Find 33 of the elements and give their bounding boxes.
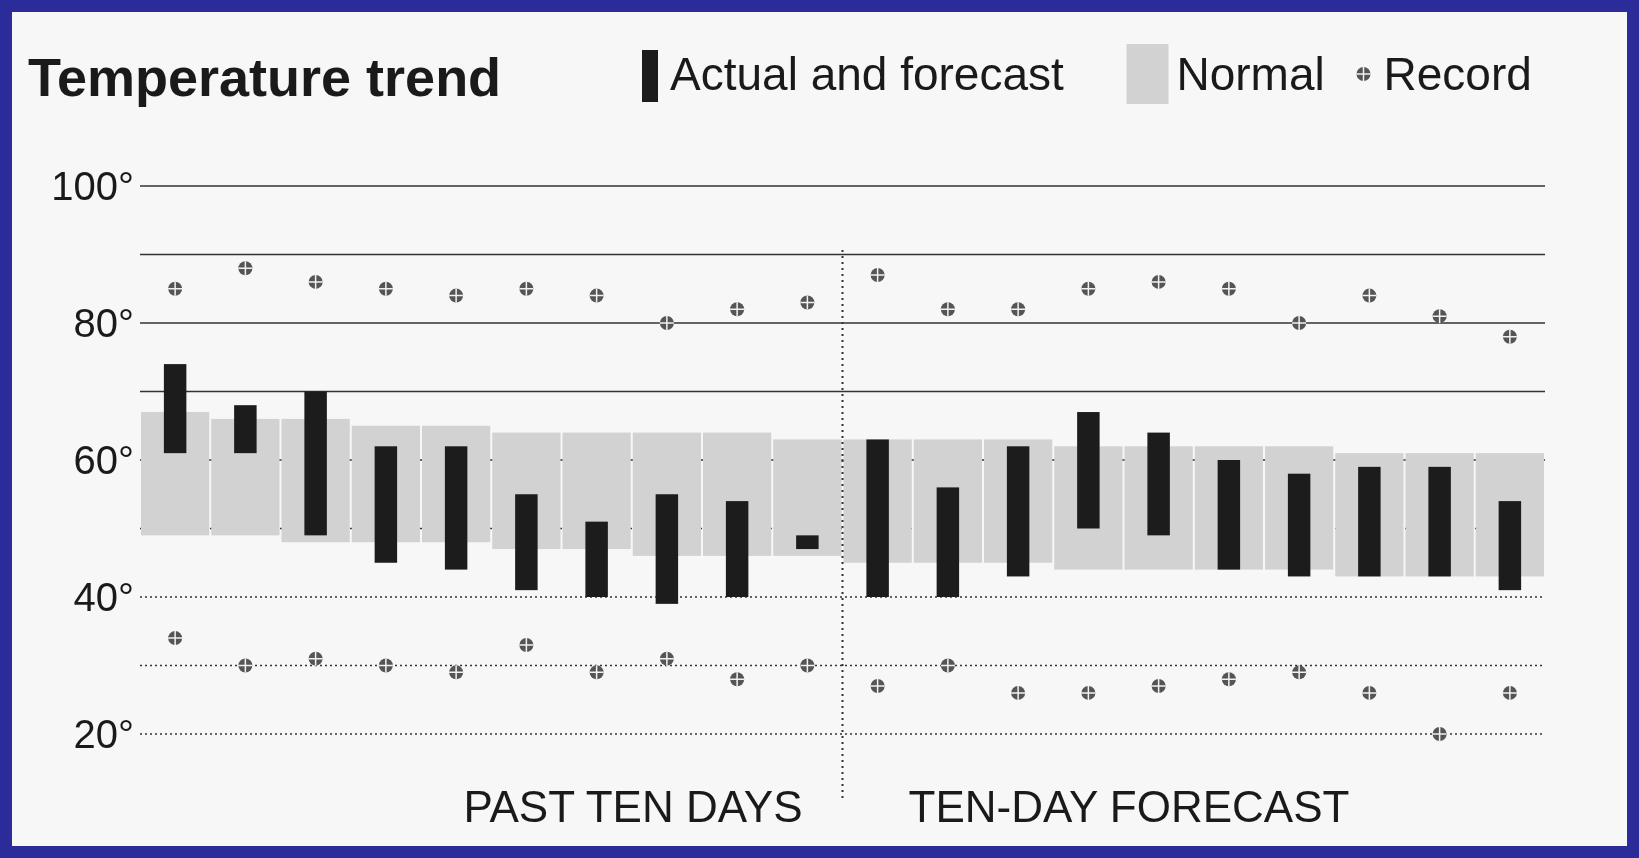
y-tick-label: 20° — [73, 712, 134, 756]
bar — [1428, 466, 1451, 577]
bar — [562, 432, 631, 550]
text: TEN-DAY FORECAST — [908, 782, 1350, 831]
legend-label: Normal — [1176, 48, 1325, 100]
bar — [515, 494, 538, 591]
bar — [936, 487, 960, 597]
bar — [163, 364, 187, 454]
bar — [585, 521, 608, 597]
chart-title: Temperature trend — [28, 47, 502, 107]
bar — [234, 405, 257, 454]
bar — [1287, 473, 1311, 577]
bar — [1006, 446, 1030, 577]
bar — [1147, 432, 1170, 536]
bar — [304, 391, 327, 536]
y-tick-label: 60° — [73, 438, 134, 482]
bar — [866, 439, 889, 597]
legend-label: Record — [1383, 48, 1532, 100]
bar — [444, 446, 468, 570]
legend-label: Actual and forecast — [670, 48, 1064, 100]
bar — [374, 446, 398, 563]
bar — [773, 439, 842, 556]
bar — [1498, 501, 1522, 591]
bar — [1358, 466, 1381, 577]
bar — [655, 494, 679, 604]
text: PAST TEN DAYS — [463, 782, 803, 831]
bar — [1077, 412, 1100, 529]
y-tick-label: 80° — [73, 301, 134, 345]
bar — [1217, 460, 1241, 570]
y-tick-label: 100° — [51, 164, 134, 208]
bar — [796, 535, 819, 550]
y-tick-label: 40° — [73, 575, 134, 619]
bar — [725, 501, 749, 597]
